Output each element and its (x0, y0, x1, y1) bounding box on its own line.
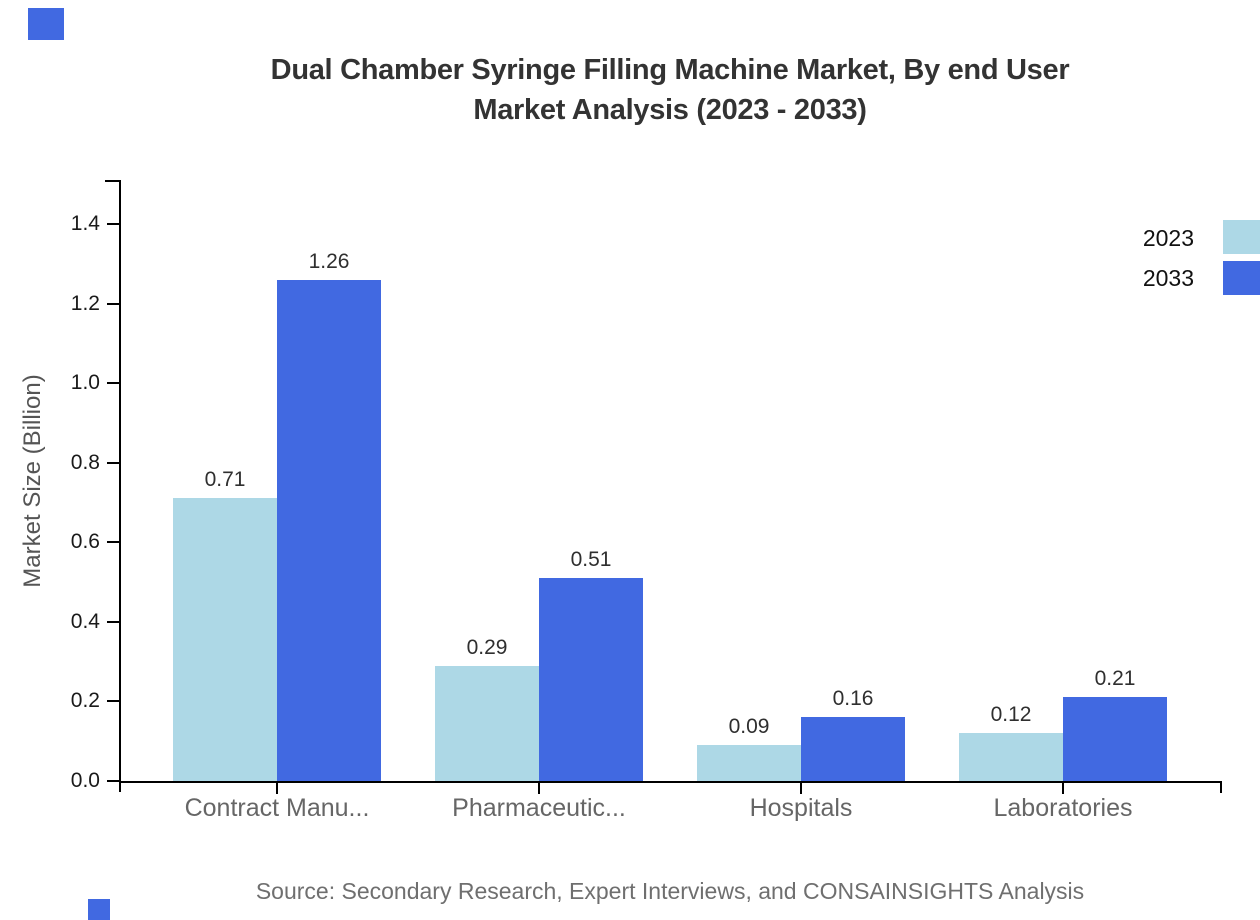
x-category-label: Pharmaceutic... (452, 794, 626, 822)
x-category-label: Hospitals (749, 794, 853, 822)
bar-value-label: 0.12 (990, 703, 1032, 726)
y-tick-label: 0.4 (70, 609, 100, 633)
bar-2023 (697, 745, 801, 781)
x-tick-mark (1062, 782, 1064, 794)
bar-2023 (435, 666, 539, 781)
bar-2023 (173, 498, 277, 781)
source-note: Source: Secondary Research, Expert Inter… (255, 878, 1085, 904)
y-tick-label: 0.0 (70, 769, 100, 792)
legend-label-2023: 2023 (1142, 225, 1194, 251)
x-category-label: Laboratories (993, 794, 1133, 822)
y-tick-label: 1.4 (70, 211, 100, 235)
bar-value-label: 1.26 (308, 250, 350, 273)
bar-2023 (959, 733, 1063, 781)
bar-2033 (277, 280, 381, 781)
y-tick-mark (107, 700, 120, 703)
y-tick-mark (107, 541, 120, 544)
x-tick-mark (800, 782, 802, 794)
bar-value-label: 0.21 (1094, 667, 1136, 690)
chart-title-line1: Dual Chamber Syringe Filling Machine Mar… (270, 54, 1070, 86)
y-axis-top-cap (105, 180, 121, 182)
y-tick-mark (107, 780, 120, 782)
bar-value-label: 0.29 (466, 636, 508, 659)
chart-title-line2: Market Analysis (2023 - 2033) (473, 94, 867, 126)
y-axis-line (119, 180, 121, 792)
y-tick-label: 0.8 (70, 450, 100, 474)
bar-2033 (801, 717, 905, 781)
y-tick-label: 1.0 (70, 371, 100, 395)
y-tick-mark (107, 382, 120, 385)
y-tick-mark (107, 620, 120, 623)
stray-swatch-top-left (28, 8, 64, 40)
legend-swatch-2023 (1223, 220, 1260, 254)
y-tick-label: 0.2 (70, 689, 100, 713)
stray-swatch-bottom (88, 899, 110, 920)
bar-2033 (1063, 697, 1167, 781)
y-tick-mark (107, 222, 120, 225)
x-tick-mark (276, 782, 278, 794)
legend-label-2033: 2033 (1142, 265, 1194, 291)
x-axis-line (119, 781, 1222, 783)
y-tick-mark (107, 461, 120, 464)
bar-value-label: 0.16 (832, 687, 874, 710)
legend-swatch-2033 (1223, 261, 1260, 295)
y-tick-label: 0.6 (70, 530, 100, 554)
y-tick-mark (107, 302, 120, 305)
x-tick-mark (538, 782, 540, 794)
x-axis-right-cap (1220, 781, 1222, 793)
bar-value-label: 0.51 (570, 548, 612, 571)
y-tick-label: 1.2 (70, 291, 100, 315)
bar-value-label: 0.71 (204, 468, 246, 491)
bar-2033 (539, 578, 643, 781)
x-category-label: Contract Manu... (184, 794, 370, 822)
bar-value-label: 0.09 (728, 715, 770, 738)
